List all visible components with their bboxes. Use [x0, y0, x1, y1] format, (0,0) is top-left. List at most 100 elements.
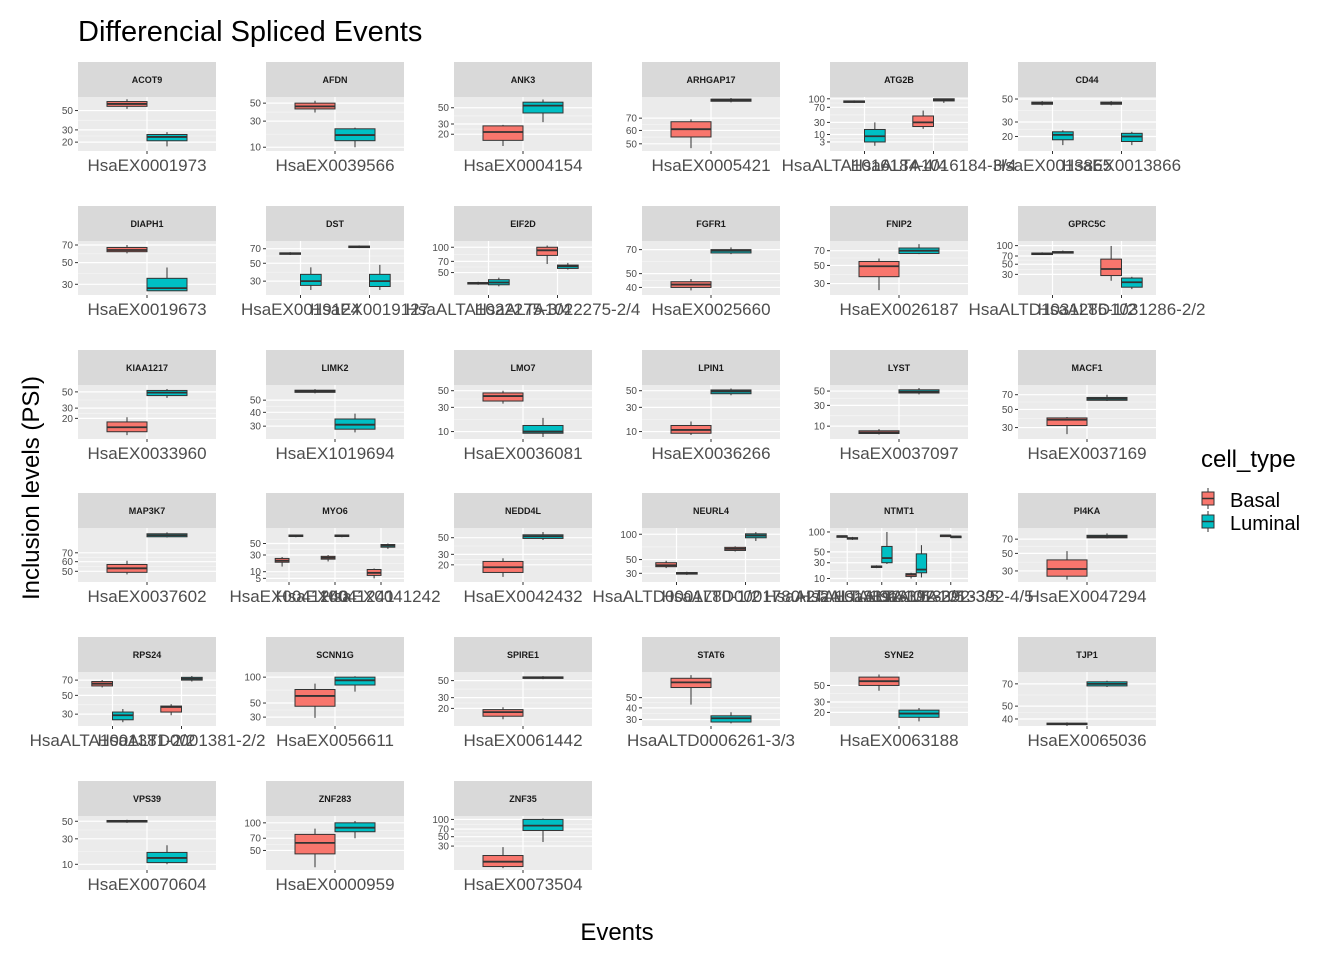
facet-strip-label: LIMK2 — [322, 363, 349, 373]
y-tick-label: 50 — [62, 387, 74, 398]
facet-strip — [830, 637, 968, 672]
y-tick-label: 30 — [250, 117, 262, 128]
y-tick-label: 30 — [438, 550, 450, 561]
facet-strip — [78, 781, 216, 816]
x-tick-label: HsaEX0019124 — [241, 300, 360, 319]
y-tick-label: 50 — [438, 103, 450, 114]
y-tick-label: 30 — [1002, 270, 1014, 281]
y-tick-label: 30 — [1002, 117, 1014, 128]
y-tick-label: 50 — [62, 691, 74, 702]
facet-strip-label: VPS39 — [133, 794, 161, 804]
box-basal — [1046, 417, 1088, 427]
x-tick-label: HsaEX0073504 — [463, 875, 582, 894]
y-tick-label: 70 — [250, 834, 262, 845]
y-tick-label: 50 — [438, 676, 450, 687]
y-tick-label: 50 — [438, 832, 450, 843]
y-tick-label: 30 — [438, 842, 450, 853]
legend-key-basal — [1201, 488, 1215, 509]
facet-strip-label: ANK3 — [511, 75, 536, 85]
facet-strip-label: MYO6 — [322, 506, 348, 516]
y-tick-label: 70 — [1002, 390, 1014, 401]
y-tick-label: 40 — [1002, 714, 1014, 725]
x-tick-label: HsaEX0039566 — [275, 156, 394, 175]
x-tick-label: HsaEX0041240 — [229, 587, 348, 606]
x-tick-label: HsaEX0037602 — [87, 587, 206, 606]
y-tick-label: 3 — [819, 137, 825, 148]
y-tick-label: 50 — [814, 261, 826, 272]
y-tick-label: 10 — [250, 143, 262, 154]
box-luminal — [915, 553, 928, 574]
y-tick-label: 30 — [62, 404, 74, 415]
box-basal — [160, 705, 183, 713]
y-tick-label: 70 — [438, 825, 450, 836]
x-tick-label: HsaALTA1001381-2/2 — [30, 731, 196, 750]
facet-strip — [1018, 350, 1156, 385]
y-tick-label: 30 — [62, 834, 74, 845]
y-tick-label: 70 — [62, 240, 74, 251]
facet-strip-label: NEURL4 — [693, 506, 729, 516]
facet-strip — [266, 206, 404, 241]
facet-strip-label: DIAPH1 — [130, 219, 163, 229]
legend: cell_type Basal Luminal — [1201, 446, 1300, 535]
y-tick-label: 30 — [1002, 423, 1014, 434]
y-tick-label: 50 — [250, 396, 262, 407]
x-tick-label: HsaALTD0006261-3/3 — [627, 731, 795, 750]
facet-strip — [78, 62, 216, 97]
y-tick-label: 50 — [62, 567, 74, 578]
facet-strip — [266, 637, 404, 672]
box-luminal — [300, 273, 322, 286]
box-basal — [1100, 258, 1123, 277]
facet-strip — [454, 493, 592, 528]
x-tick-label: HsaEX0070604 — [87, 875, 206, 894]
y-tick-label: 30 — [1002, 566, 1014, 577]
facet-strip — [78, 493, 216, 528]
y-tick-label: 10 — [626, 427, 638, 438]
y-tick-label: 50 — [626, 693, 638, 704]
facet-panels: ACOT9203050HsaEX0001973AFDN103050HsaEX00… — [30, 62, 1205, 894]
y-tick-label: 30 — [250, 713, 262, 724]
y-tick-label: 50 — [250, 846, 262, 857]
y-tick-label: 20 — [1002, 132, 1014, 143]
y-tick-label: 20 — [438, 130, 450, 141]
x-tick-label: HsaEX0001973 — [87, 156, 206, 175]
box-basal — [482, 392, 524, 402]
legend-key-luminal — [1201, 511, 1215, 532]
facet-strip — [830, 350, 968, 385]
y-tick-label: 50 — [814, 681, 826, 692]
box-basal — [294, 689, 336, 707]
facet-strip-label: MACF1 — [1072, 363, 1103, 373]
y-tick-label: 50 — [250, 259, 262, 270]
x-axis-title: Events — [580, 919, 653, 946]
x-tick-label: HsaALTA1016184-4/4 — [782, 156, 948, 175]
facet-strip-label: ZNF283 — [319, 794, 352, 804]
y-tick-label: 70 — [1002, 535, 1014, 546]
y-tick-label: 50 — [250, 539, 262, 550]
x-tick-label: HsaEX0061442 — [463, 731, 582, 750]
facet-strip — [642, 637, 780, 672]
x-tick-label: HsaEX0025660 — [651, 300, 770, 319]
x-tick-label: HsaEX0037169 — [1027, 444, 1146, 463]
y-tick-label: 30 — [250, 422, 262, 433]
facet-lpin1: LPIN1 10 30 50 HsaEX0036266 — [626, 350, 780, 463]
facet-strip-label: TJP1 — [1076, 650, 1098, 660]
box-basal — [912, 115, 934, 128]
y-tick-label: 30 — [626, 715, 638, 726]
facet-strip-label: ARHGAP17 — [686, 75, 735, 85]
y-tick-label: 70 — [438, 257, 450, 268]
x-tick-label: HsaEX0037097 — [839, 444, 958, 463]
x-tick-label: HsaALTA1022275-2/4 — [475, 300, 641, 319]
x-tick-label: HsaEX0056611 — [276, 731, 394, 750]
y-tick-label: 100 — [620, 530, 637, 541]
y-tick-label: 20 — [438, 704, 450, 715]
facet-strip-label: ZNF35 — [509, 794, 537, 804]
y-tick-label: 50 — [62, 106, 74, 117]
facet-diaph1: DIAPH1 30 50 70 HsaEX0019673 — [62, 206, 216, 319]
y-tick-label: 30 — [250, 550, 262, 561]
